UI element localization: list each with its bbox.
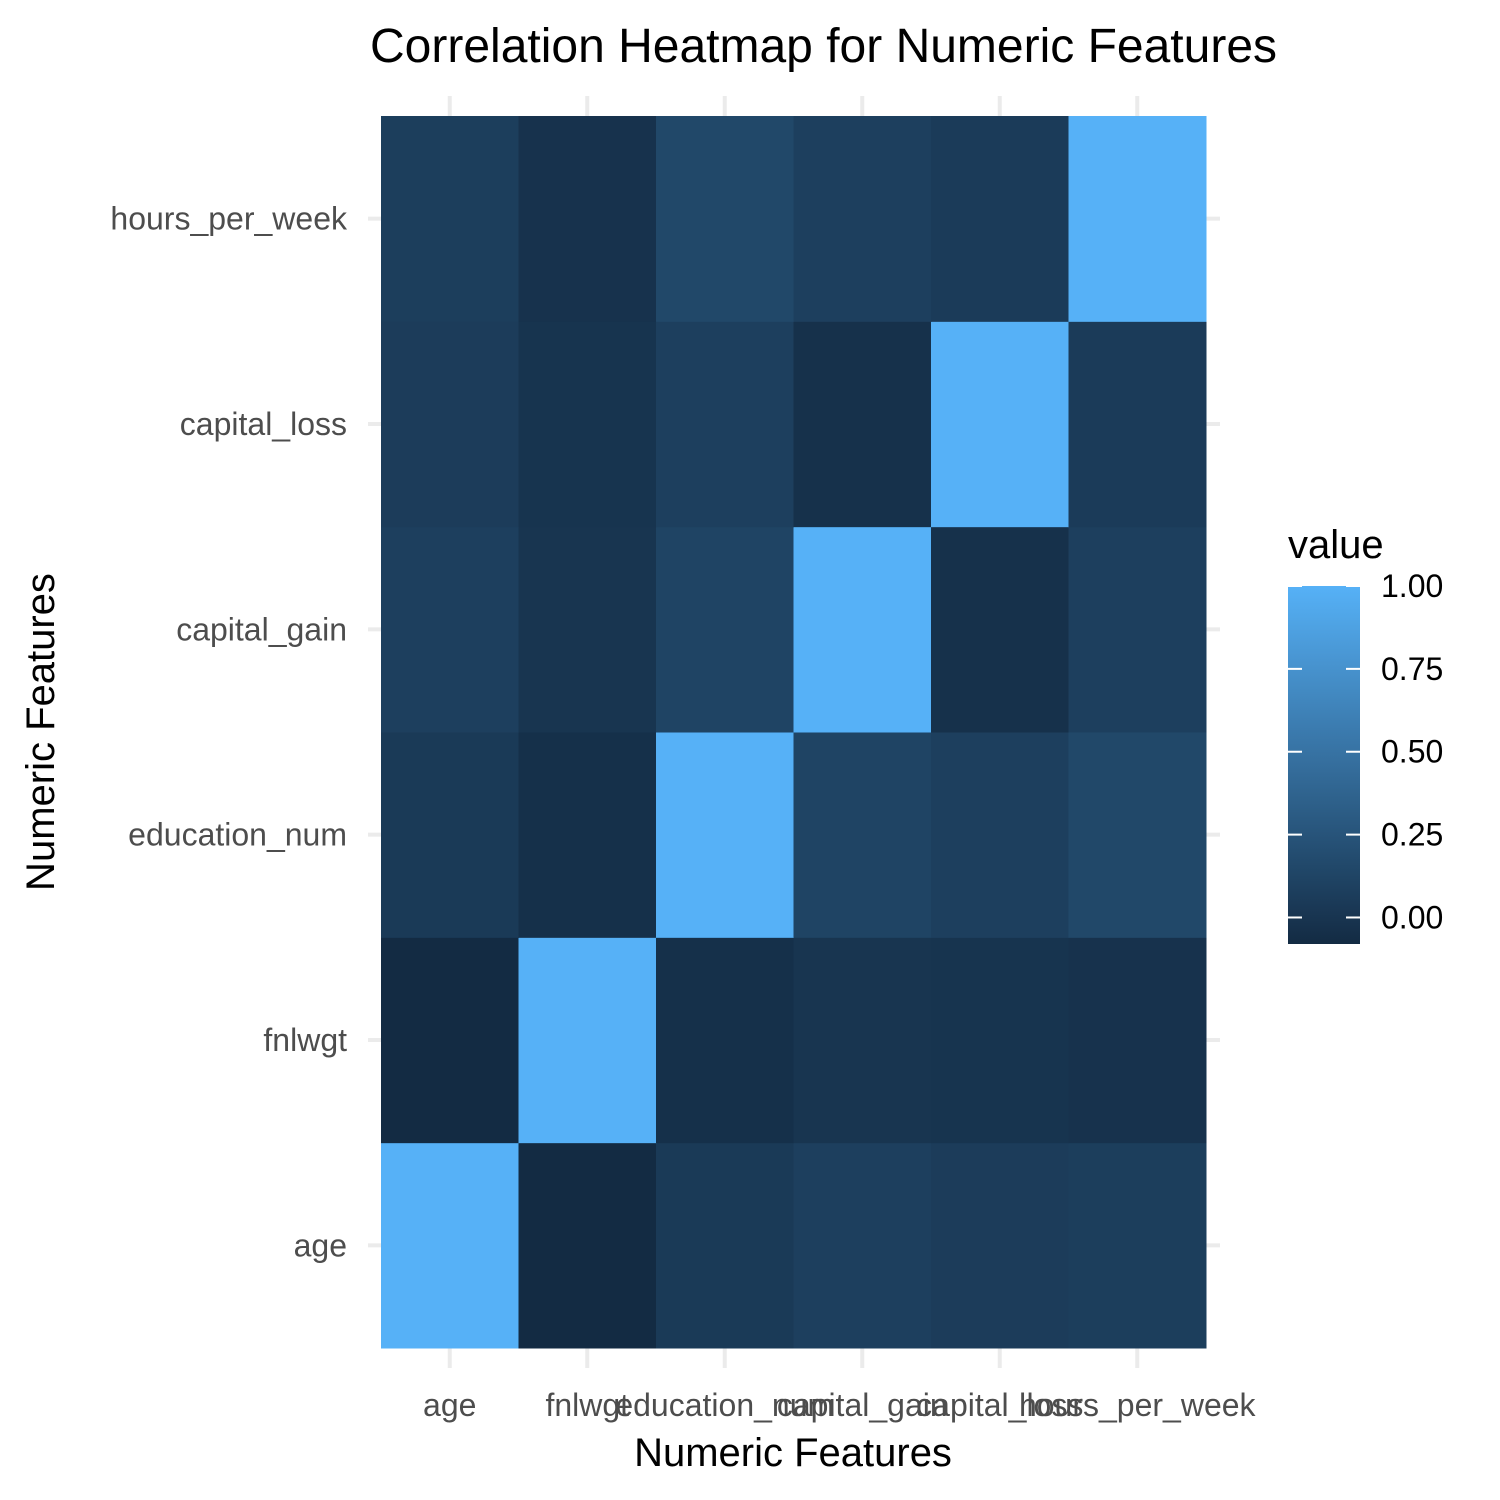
heatmap-cell-capital_gain-age [793, 1142, 932, 1349]
heatmap-cell-capital_loss-age [931, 1142, 1069, 1349]
heatmap-cell-hours_per_week-fnlwgt [1068, 937, 1207, 1144]
y-tick-label: hours_per_week [110, 201, 348, 237]
x-tick-label: hours_per_week [1019, 1387, 1257, 1423]
x-axis-title: Numeric Features [634, 1431, 952, 1475]
heatmap-cell-capital_loss-capital_loss [931, 321, 1069, 528]
heatmap-cell-fnlwgt-capital_gain [518, 526, 657, 733]
legend-tick-label: 0.50 [1381, 734, 1443, 770]
heatmap-cell-capital_loss-hours_per_week [931, 116, 1069, 322]
heatmap-cell-fnlwgt-education_num [518, 732, 657, 938]
legend-tick-label: 0.00 [1381, 899, 1443, 935]
heatmap-cell-capital_loss-fnlwgt [931, 937, 1069, 1144]
legend-tick-label: 1.00 [1381, 568, 1443, 604]
heatmap-cells [381, 116, 1207, 1349]
heatmap-cell-education_num-capital_loss [656, 321, 794, 528]
heatmap-cell-fnlwgt-capital_loss [518, 321, 657, 528]
heatmap-cell-education_num-hours_per_week [656, 116, 794, 322]
x-tick-label: education_num [615, 1387, 834, 1423]
y-axis-ticks: age fnlwgt education_num capital_gain capita… [110, 201, 348, 1264]
heatmap-cell-education_num-fnlwgt [656, 937, 794, 1144]
heatmap-cell-capital_gain-education_num [793, 732, 932, 938]
heatmap-cell-hours_per_week-capital_gain [1068, 526, 1207, 733]
heatmap-cell-capital_loss-education_num [931, 732, 1069, 938]
heatmap-cell-capital_gain-capital_loss [793, 321, 932, 528]
legend-colorbar [1288, 586, 1360, 944]
heatmap-cell-age-age [381, 1142, 519, 1349]
color-legend: value 1.00 0.75 0.50 0.25 0.00 [1288, 523, 1443, 944]
heatmap-cell-age-capital_gain [381, 526, 519, 733]
heatmap-cell-age-fnlwgt [381, 937, 519, 1144]
heatmap-cell-age-capital_loss [381, 321, 519, 528]
x-tick-label: age [423, 1387, 476, 1423]
legend-tick-label: 0.25 [1381, 817, 1443, 853]
x-tick-label: fnlwgt [545, 1387, 629, 1423]
heatmap-cell-education_num-capital_gain [656, 526, 794, 733]
heatmap-cell-hours_per_week-education_num [1068, 732, 1207, 938]
legend-title: value [1288, 523, 1384, 567]
heatmap-cell-capital_gain-capital_gain [793, 526, 932, 733]
heatmap-cell-age-hours_per_week [381, 116, 519, 322]
heatmap-cell-age-education_num [381, 732, 519, 938]
legend-ticks: 1.00 0.75 0.50 0.25 0.00 [1288, 568, 1443, 935]
y-tick-label: capital_loss [180, 406, 347, 442]
x-axis-ticks: age fnlwgteducation_numcapital_gaincapita… [423, 1387, 1256, 1423]
heatmap-cell-hours_per_week-capital_loss [1068, 321, 1207, 528]
heatmap-cell-fnlwgt-fnlwgt [518, 937, 657, 1144]
x-tick-label: capital_gain [777, 1387, 948, 1423]
heatmap-cell-capital_gain-fnlwgt [793, 937, 932, 1144]
y-axis-title: Numeric Features [19, 573, 63, 891]
x-tick-label: capital_loss [916, 1387, 1083, 1423]
y-tick-label: fnlwgt [263, 1022, 347, 1058]
legend-tick-label: 0.75 [1381, 651, 1443, 687]
heatmap-cell-capital_gain-hours_per_week [793, 116, 932, 322]
heatmap-cell-education_num-age [656, 1142, 794, 1349]
heatmap-cell-hours_per_week-hours_per_week [1068, 116, 1207, 322]
heatmap-cell-fnlwgt-age [518, 1142, 657, 1349]
y-tick-label: age [294, 1227, 347, 1263]
heatmap-cell-education_num-education_num [656, 732, 794, 938]
heatmap-cell-hours_per_week-age [1068, 1142, 1207, 1349]
chart-title: Correlation Heatmap for Numeric Features [370, 20, 1277, 73]
heatmap-cell-capital_loss-capital_gain [931, 526, 1069, 733]
y-tick-label: capital_gain [176, 611, 347, 647]
heatmap-cell-fnlwgt-hours_per_week [518, 116, 657, 322]
y-tick-label: education_num [128, 817, 347, 853]
